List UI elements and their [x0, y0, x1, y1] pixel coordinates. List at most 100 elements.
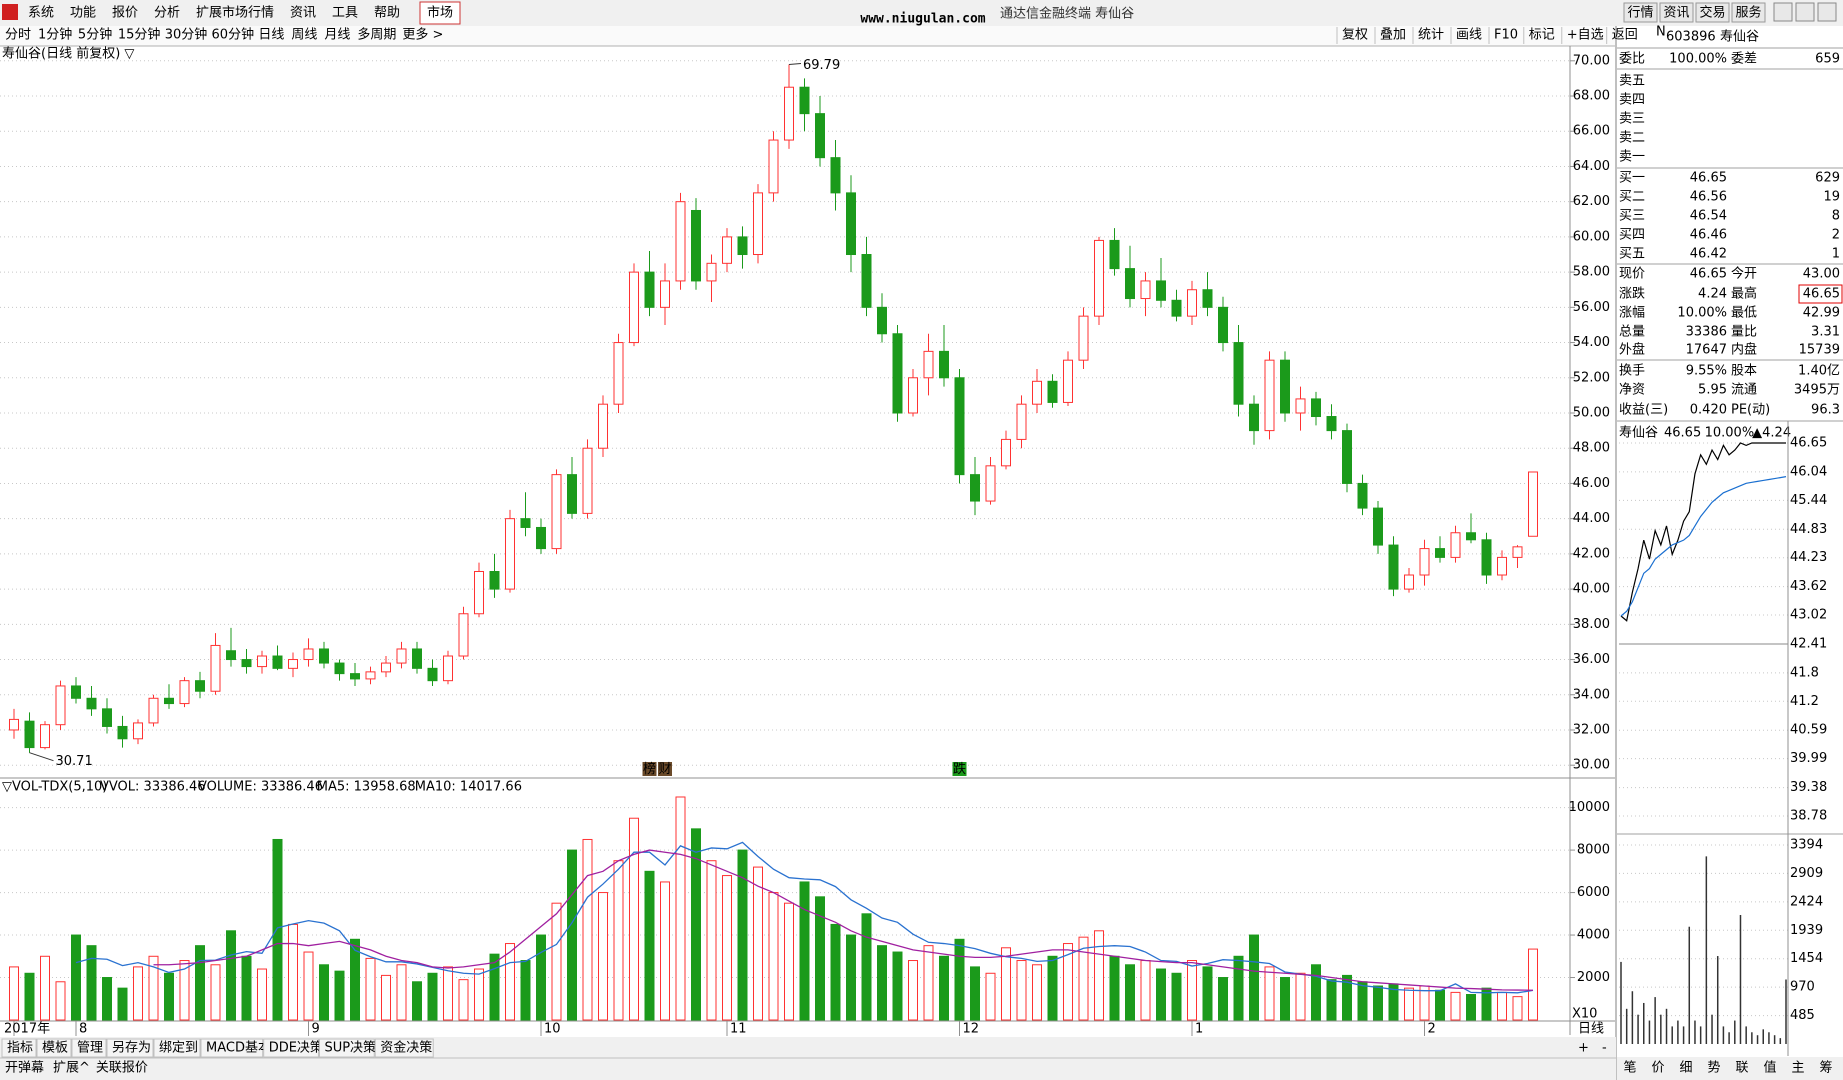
close-button[interactable]	[1817, 2, 1837, 22]
bottom-tab-label[interactable]: 管理	[77, 1041, 103, 1056]
bottom-tab[interactable]	[36, 1038, 72, 1058]
menu-item[interactable]: 系统	[28, 6, 54, 21]
bottom-tab[interactable]	[1, 1038, 37, 1058]
top-button[interactable]	[1731, 2, 1766, 23]
period-tab[interactable]: 周线	[291, 28, 317, 43]
volume-bar	[1078, 936, 1089, 1021]
top-button-label[interactable]: 资讯	[1663, 6, 1689, 21]
top-button-label[interactable]: 行情	[1627, 6, 1653, 21]
volume-bar	[784, 902, 794, 1021]
market-tab-label[interactable]: 市场	[427, 5, 453, 21]
quote-value: 3.31	[1811, 325, 1840, 340]
event-icon[interactable]	[658, 762, 672, 776]
view-button[interactable]: 主	[1791, 1061, 1804, 1076]
candle-body	[768, 139, 779, 194]
volume-bar	[908, 960, 918, 1021]
tool-button[interactable]: +自选	[1567, 28, 1604, 43]
view-button[interactable]: 值	[1763, 1060, 1776, 1076]
period-tab[interactable]: 月线	[324, 28, 350, 43]
y-tick-label: 1454	[1790, 951, 1823, 966]
menu-item[interactable]: 工具	[332, 6, 358, 21]
candle-body	[9, 718, 19, 731]
y-tick-label: 62.00	[1573, 194, 1610, 209]
event-icon-label[interactable]: 财	[658, 762, 671, 777]
bottom-tab-label[interactable]: MACD基本	[206, 1041, 271, 1056]
quote-value: 46.65	[1803, 287, 1840, 302]
top-button[interactable]	[1623, 2, 1658, 23]
view-button[interactable]: 筹	[1819, 1060, 1832, 1076]
high-annotation: 69.79	[803, 58, 840, 73]
bottom-tab[interactable]	[200, 1038, 264, 1058]
view-button[interactable]: 笔	[1623, 1060, 1636, 1076]
bottom-tab-label[interactable]: SUP决策	[324, 1040, 376, 1056]
menu-item[interactable]: 报价	[112, 6, 138, 21]
bottom-tab[interactable]	[153, 1038, 201, 1058]
zoom-button[interactable]: -	[1602, 1041, 1607, 1056]
bottom-tab[interactable]	[374, 1038, 434, 1058]
tool-button[interactable]: 标记	[1529, 28, 1555, 43]
tool-button[interactable]: 复权	[1342, 27, 1368, 43]
market-tab[interactable]	[419, 1, 461, 25]
tool-button[interactable]: F10	[1494, 28, 1518, 43]
bottom-tab-label[interactable]: 绑定到	[159, 1041, 198, 1056]
event-icon[interactable]	[642, 762, 657, 776]
candle-body	[536, 526, 546, 550]
candle-body	[1450, 532, 1461, 558]
volume-bar	[1140, 960, 1151, 1021]
period-tab[interactable]: 1分钟	[38, 27, 72, 43]
candle-body	[861, 254, 872, 308]
tool-button[interactable]: 画线	[1456, 28, 1482, 43]
bottom-tab-label[interactable]: 扩展^	[53, 1061, 90, 1076]
view-button[interactable]: 细	[1679, 1061, 1692, 1076]
period-tab[interactable]: 分时	[5, 28, 31, 43]
period-tab[interactable]: 多周期	[357, 27, 396, 43]
bottom-tab-label[interactable]: 模板	[42, 1041, 68, 1056]
minimize-button[interactable]	[1773, 2, 1793, 22]
volume-bar	[117, 987, 128, 1021]
period-tab[interactable]: 60分钟	[212, 27, 255, 43]
x-tick-label: 9	[312, 1022, 320, 1037]
candle-body	[1357, 482, 1368, 509]
buy-level: 买四	[1619, 228, 1645, 243]
sell-level: 卖五	[1619, 74, 1645, 89]
menu-item[interactable]: 帮助	[374, 6, 400, 21]
period-tab[interactable]: 15分钟	[118, 27, 161, 43]
period-tab[interactable]: 30分钟	[165, 27, 208, 43]
menu-item[interactable]: 分析	[154, 6, 180, 21]
period-tab[interactable]: 日线	[258, 28, 284, 43]
top-button[interactable]	[1659, 2, 1694, 23]
period-tab[interactable]: 5分钟	[78, 27, 112, 43]
tool-button[interactable]: 统计	[1418, 28, 1444, 43]
top-button-label[interactable]: 交易	[1699, 5, 1725, 21]
event-icon[interactable]	[952, 762, 967, 776]
event-icon-label[interactable]: 跌	[953, 761, 966, 777]
candle-body	[1373, 507, 1383, 546]
view-button[interactable]: 联	[1735, 1061, 1748, 1076]
menu-item[interactable]: 资讯	[290, 6, 316, 21]
bottom-tab-label[interactable]: 另存为	[112, 1041, 151, 1056]
restore-button[interactable]	[1795, 2, 1815, 22]
event-icon-label[interactable]: 榜	[643, 761, 656, 777]
top-button[interactable]	[1695, 2, 1730, 23]
candle-body	[1218, 306, 1228, 344]
menu-item[interactable]: 扩展市场行情	[196, 5, 274, 21]
bottom-tab[interactable]	[318, 1038, 375, 1058]
bottom-tab[interactable]	[106, 1038, 154, 1058]
top-button-label[interactable]: 服务	[1735, 5, 1761, 21]
bottom-tab[interactable]	[263, 1038, 319, 1058]
menu-item[interactable]: 功能	[70, 6, 96, 21]
volume-bar	[272, 838, 283, 1021]
bottom-tab-label[interactable]: 指标	[7, 1041, 33, 1056]
candle-body	[1047, 380, 1058, 403]
view-button[interactable]: 价	[1651, 1061, 1664, 1076]
bottom-tab-label[interactable]: 资金决策	[380, 1040, 432, 1056]
period-tab[interactable]: 更多 >	[402, 27, 443, 43]
view-button[interactable]: 势	[1707, 1060, 1720, 1076]
bottom-tab-label[interactable]: 开弹幕	[5, 1061, 44, 1076]
bottom-tab[interactable]	[71, 1038, 107, 1058]
bottom-tab-label[interactable]: 关联报价	[96, 1061, 148, 1076]
tool-button[interactable]: 返回	[1612, 28, 1638, 43]
zoom-button[interactable]: +	[1578, 1041, 1589, 1056]
bottom-tab-label[interactable]: DDE决策	[269, 1040, 323, 1056]
tool-button[interactable]: 叠加	[1380, 28, 1406, 43]
